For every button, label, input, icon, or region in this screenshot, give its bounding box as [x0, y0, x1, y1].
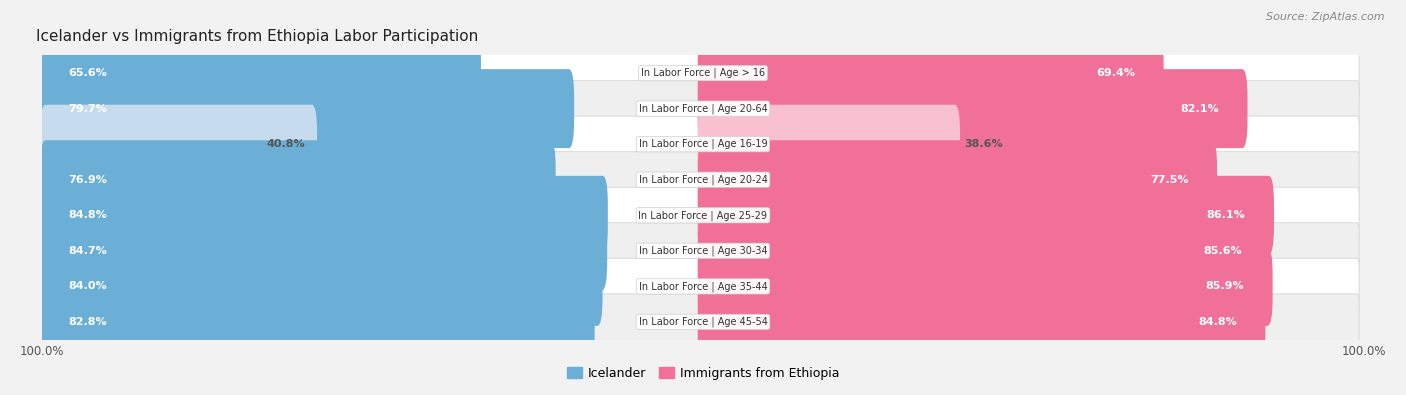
Text: 82.1%: 82.1% [1181, 103, 1219, 114]
Text: In Labor Force | Age 25-29: In Labor Force | Age 25-29 [638, 210, 768, 220]
FancyBboxPatch shape [697, 211, 1271, 290]
FancyBboxPatch shape [41, 69, 574, 148]
Text: Icelander vs Immigrants from Ethiopia Labor Participation: Icelander vs Immigrants from Ethiopia La… [35, 29, 478, 44]
Text: In Labor Force | Age 16-19: In Labor Force | Age 16-19 [638, 139, 768, 149]
Text: Source: ZipAtlas.com: Source: ZipAtlas.com [1267, 12, 1385, 22]
FancyBboxPatch shape [41, 176, 607, 255]
Text: 77.5%: 77.5% [1150, 175, 1188, 185]
Text: 85.6%: 85.6% [1204, 246, 1243, 256]
Text: In Labor Force | Age 20-24: In Labor Force | Age 20-24 [638, 175, 768, 185]
Text: 69.4%: 69.4% [1097, 68, 1135, 78]
FancyBboxPatch shape [697, 176, 1274, 255]
FancyBboxPatch shape [46, 45, 1360, 101]
Text: 65.6%: 65.6% [69, 68, 107, 78]
FancyBboxPatch shape [697, 69, 1247, 148]
FancyBboxPatch shape [46, 223, 1360, 279]
FancyBboxPatch shape [46, 258, 1360, 314]
FancyBboxPatch shape [697, 140, 1218, 219]
Text: 84.8%: 84.8% [69, 210, 107, 220]
FancyBboxPatch shape [41, 105, 318, 184]
FancyBboxPatch shape [41, 247, 603, 326]
FancyBboxPatch shape [697, 105, 960, 184]
FancyBboxPatch shape [46, 116, 1360, 172]
Text: 76.9%: 76.9% [69, 175, 107, 185]
Text: 84.8%: 84.8% [1198, 317, 1237, 327]
Text: 79.7%: 79.7% [69, 103, 107, 114]
FancyBboxPatch shape [46, 294, 1360, 350]
FancyBboxPatch shape [41, 282, 595, 361]
FancyBboxPatch shape [41, 211, 607, 290]
Text: In Labor Force | Age > 16: In Labor Force | Age > 16 [641, 68, 765, 78]
FancyBboxPatch shape [41, 140, 555, 219]
Text: In Labor Force | Age 45-54: In Labor Force | Age 45-54 [638, 317, 768, 327]
FancyBboxPatch shape [46, 81, 1360, 137]
FancyBboxPatch shape [697, 34, 1164, 113]
FancyBboxPatch shape [697, 247, 1272, 326]
FancyBboxPatch shape [46, 152, 1360, 208]
Text: 85.9%: 85.9% [1205, 281, 1244, 292]
FancyBboxPatch shape [697, 282, 1265, 361]
Text: 40.8%: 40.8% [267, 139, 305, 149]
Text: 38.6%: 38.6% [965, 139, 1004, 149]
Text: 84.7%: 84.7% [69, 246, 107, 256]
Text: 84.0%: 84.0% [69, 281, 107, 292]
Text: 86.1%: 86.1% [1206, 210, 1246, 220]
Text: In Labor Force | Age 30-34: In Labor Force | Age 30-34 [638, 246, 768, 256]
Legend: Icelander, Immigrants from Ethiopia: Icelander, Immigrants from Ethiopia [561, 362, 845, 385]
Text: In Labor Force | Age 20-64: In Labor Force | Age 20-64 [638, 103, 768, 114]
FancyBboxPatch shape [46, 187, 1360, 243]
FancyBboxPatch shape [41, 34, 481, 113]
Text: In Labor Force | Age 35-44: In Labor Force | Age 35-44 [638, 281, 768, 292]
Text: 82.8%: 82.8% [69, 317, 107, 327]
